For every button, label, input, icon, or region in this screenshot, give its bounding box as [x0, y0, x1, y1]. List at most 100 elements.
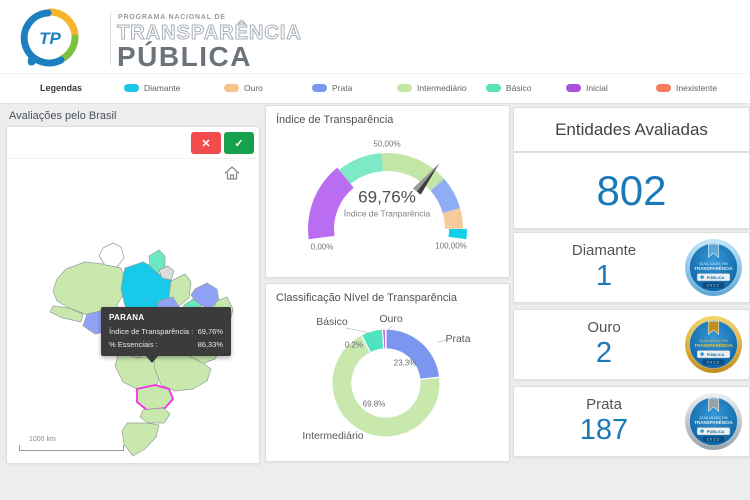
svg-text:TRANSPARÊNCIA: TRANSPARÊNCIA	[694, 418, 733, 425]
kpi-text: Diamante 1	[514, 233, 694, 302]
legend-item-ouro[interactable]: Ouro	[224, 83, 263, 93]
legend-item-intermediário[interactable]: Intermediário	[397, 83, 467, 93]
accept-button[interactable]: ✓	[224, 132, 254, 154]
map-region-maranhao[interactable]	[168, 273, 192, 307]
svg-text:QUALIDADE EM: QUALIDADE EM	[699, 339, 727, 343]
map-scale-label: 1000 km	[29, 436, 56, 443]
donut-slice-ouro[interactable]	[381, 328, 387, 350]
legend-swatch	[486, 84, 501, 92]
gauge-segment-ouro[interactable]	[442, 208, 463, 229]
reject-button[interactable]: ✕	[191, 132, 221, 154]
map-region-santa-catarina[interactable]	[139, 407, 171, 424]
check-icon: ✓	[234, 137, 244, 150]
legend-item-inexistente[interactable]: Inexistente	[656, 83, 717, 93]
program-name-line1: PROGRAMA NACIONAL DE	[118, 14, 226, 21]
svg-text:PÚBLICA: PÚBLICA	[707, 275, 725, 280]
badge-prata-icon: QUALIDADE EM TRANSPARÊNCIA PÚBLICA 2022	[684, 392, 743, 451]
map-scale-bar	[19, 445, 124, 451]
kpi-label: Prata	[586, 396, 622, 413]
classification-panel: Classificação Nível de Transparência Pra…	[265, 283, 510, 462]
gauge-segment-básico[interactable]	[339, 153, 384, 184]
map-region-rio-grande-do-sul[interactable]	[121, 422, 160, 457]
svg-text:PÚBLICA: PÚBLICA	[707, 352, 725, 357]
legend-label: Intermediário	[417, 83, 467, 93]
entities-title: Entidades Avaliadas	[555, 119, 708, 139]
gauge-value: 69,76%	[358, 187, 416, 207]
legend-swatch	[656, 84, 671, 92]
map-panel-title: Avaliações pelo Brasil	[9, 110, 117, 122]
gauge-needle	[412, 163, 440, 192]
legend-swatch	[566, 84, 581, 92]
gauge-axis-label: 0,00%	[310, 242, 334, 252]
gauge-segment-inicial[interactable]	[308, 167, 354, 240]
entities-total-card[interactable]: 802	[513, 152, 750, 229]
kpi-card-ouro[interactable]: Ouro 2 QUALIDADE EM TRANSPARÊNCIA PÚBLICA 202…	[513, 309, 750, 380]
legend-item-básico[interactable]: Básico	[486, 83, 532, 93]
svg-text:PÚBLICA: PÚBLICA	[707, 429, 725, 434]
kpi-text: Prata 187	[514, 387, 694, 456]
svg-text:TRANSPARÊNCIA: TRANSPARÊNCIA	[694, 264, 733, 271]
program-name-line2: TRANSPARÊNCIA	[117, 22, 302, 45]
home-icon[interactable]	[223, 165, 241, 181]
donut-category-label: Intermediário	[302, 430, 364, 442]
kpi-card-prata[interactable]: Prata 187 QUALIDADE EM TRANSPARÊNCIA PÚBLICA…	[513, 386, 750, 457]
svg-text:2022: 2022	[707, 361, 721, 365]
legend-bar: Legendas Diamante Ouro Prata Intermediário B…	[0, 73, 750, 104]
svg-text:2022: 2022	[707, 284, 721, 288]
tooltip-row: Índice de Transparência : 69,76%	[109, 327, 223, 336]
donut-slice-intermediário[interactable]	[331, 334, 441, 438]
tooltip-label: Índice de Transparência :	[109, 327, 194, 336]
kpi-text: Ouro 2	[514, 310, 694, 379]
program-name-line3: PÚBLICA	[117, 41, 252, 72]
gauge-chart	[308, 153, 467, 240]
legend-swatch	[397, 84, 412, 92]
tooltip-value: 86,33%	[197, 340, 223, 349]
legend-label: Prata	[332, 83, 353, 93]
legend-swatch	[124, 84, 139, 92]
donut-category-label: Básico	[316, 316, 348, 328]
kpi-card-diamante[interactable]: Diamante 1 QUALIDADE EM TRANSPARÊNCIA PÚBLIC…	[513, 232, 750, 303]
entities-title-card[interactable]: Entidades Avaliadas	[513, 107, 750, 152]
toolbar-divider	[7, 158, 259, 159]
donut-category-label: Ouro	[379, 313, 403, 325]
legend-swatch	[312, 84, 327, 92]
map-toolbar: ✕ ✓	[191, 132, 254, 154]
svg-text:TP: TP	[39, 29, 61, 48]
entities-total: 802	[596, 166, 667, 214]
map-region-acre[interactable]	[49, 305, 84, 323]
kpi-label: Diamante	[571, 242, 637, 259]
donut-percent-label: 0.2%	[344, 340, 364, 350]
map-region-marajo[interactable]	[158, 265, 175, 281]
gauge-segment-intermediário[interactable]	[381, 153, 445, 191]
kpi-value: 187	[579, 414, 629, 446]
legend-item-prata[interactable]: Prata	[312, 83, 352, 93]
gauge-panel-title: Índice de Transparência	[276, 114, 394, 126]
map-tooltip: PARANA Índice de Transparência : 69,76% …	[101, 307, 231, 363]
logo-divider	[110, 13, 111, 65]
gauge-segment-prata[interactable]	[430, 178, 461, 214]
program-logo-icon: TP	[20, 8, 79, 67]
gauge-segment-diamante[interactable]	[448, 228, 467, 240]
legend-swatch	[224, 84, 239, 92]
donut-percent-label: 69.8%	[362, 399, 386, 409]
donut-label-line	[345, 327, 371, 334]
legend-item-diamante[interactable]: Diamante	[124, 83, 180, 93]
tooltip-arrow	[145, 355, 159, 363]
donut-label-line	[385, 325, 393, 332]
map-region-parana[interactable]	[136, 384, 174, 411]
svg-text:QUALIDADE EM: QUALIDADE EM	[699, 262, 727, 266]
legend-item-inicial[interactable]: Inicial	[566, 83, 608, 93]
gauge-axis-label: 50,00%	[373, 139, 401, 149]
svg-text:TRANSPARÊNCIA: TRANSPARÊNCIA	[694, 341, 733, 348]
map-region-roraima[interactable]	[98, 242, 125, 268]
badge-ouro-icon: QUALIDADE EM TRANSPARÊNCIA PÚBLICA 2022	[684, 315, 743, 374]
tooltip-label: % Essenciais :	[109, 340, 158, 349]
legend-label: Inicial	[586, 83, 608, 93]
badge-diamante-icon: QUALIDADE EM TRANSPARÊNCIA PÚBLICA 2022	[684, 238, 743, 297]
legend-label: Diamante	[144, 83, 181, 93]
gauge-sublabel: Índice de Tranparência	[343, 208, 431, 219]
donut-slice-prata[interactable]	[385, 328, 441, 381]
gauge-axis-label: 100,00%	[435, 241, 467, 251]
donut-chart	[331, 325, 448, 438]
